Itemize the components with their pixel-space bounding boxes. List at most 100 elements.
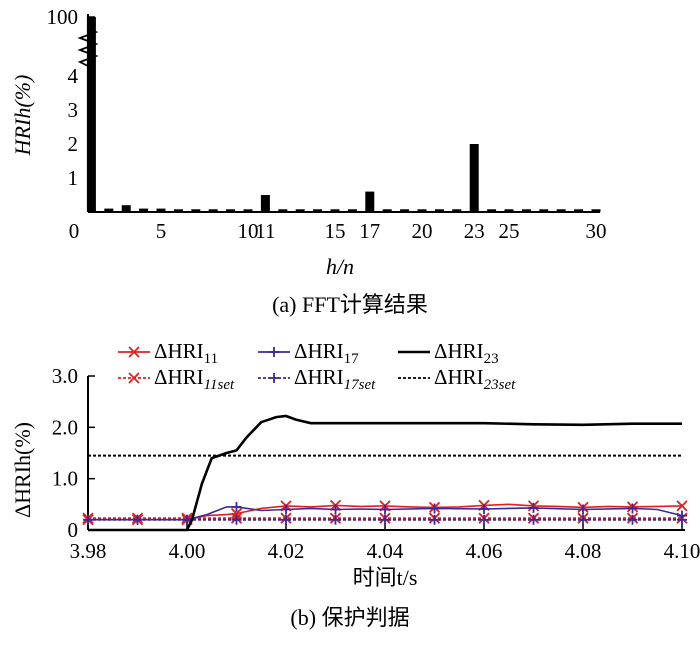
legend-item-23: ΔHRI23 [398, 339, 499, 367]
fft-y-tick-label: 4 [68, 64, 79, 88]
fft-x-tick-label: 30 [586, 219, 607, 243]
criterion-y-tick-label: 0 [68, 518, 79, 542]
series-marker-17set [281, 514, 291, 525]
fft-bar [382, 209, 392, 212]
fft-x-tick-label: 0 [69, 219, 80, 243]
fft-bar [487, 209, 497, 212]
series-marker-17 [627, 503, 638, 514]
fft-bar [121, 205, 131, 212]
fft-x-tick-label: 25 [499, 219, 520, 243]
fft-x-tick-label: 20 [412, 219, 433, 243]
legend-marker-17 [269, 347, 279, 357]
fft-bar [226, 209, 236, 212]
legend-label-23: ΔHRI23 [434, 339, 499, 367]
series-marker-17set [380, 514, 390, 525]
fft-y-axis-label: HRIh(%) [10, 75, 35, 157]
fft-bar [574, 209, 584, 212]
criterion-x-tick-label: 4.06 [466, 539, 503, 563]
fft-bar [278, 209, 288, 212]
fft-x-tick-label: 10 [238, 219, 259, 243]
legend-marker-11set [128, 372, 140, 384]
series-marker-17 [281, 504, 291, 515]
legend-marker-11 [128, 346, 140, 358]
legend-item-11set: ΔHRI11set [118, 365, 235, 393]
criterion-x-tick-label: 4.08 [565, 539, 602, 563]
series-marker-17set [132, 514, 143, 525]
fft-caption: (a) FFT计算结果 [272, 292, 428, 317]
fft-y-tick-label: 3 [68, 98, 79, 122]
series-marker-17set [429, 514, 440, 525]
criterion-x-tick-label: 4.04 [367, 539, 404, 563]
fft-bar [539, 209, 549, 212]
series-marker-17 [528, 502, 539, 513]
fft-bar [313, 209, 323, 212]
fft-bar [260, 195, 270, 212]
fft-bar [104, 208, 114, 212]
series-marker-17set [330, 514, 341, 525]
series-marker-17 [380, 504, 390, 515]
series-marker-17set [83, 514, 93, 525]
legend-item-17set: ΔHRI17set [258, 365, 376, 393]
fft-bar [417, 209, 427, 212]
criterion-x-tick-label: 3.98 [70, 539, 107, 563]
criterion-legend: ΔHRI11 ΔHRI17 ΔHRI23 ΔHRI11set ΔHRI17set ΔHRI… [118, 339, 516, 393]
fft-x-tick-label: 17 [359, 219, 380, 243]
series-marker-17 [231, 501, 242, 512]
fft-x-tick-label: 15 [325, 219, 346, 243]
legend-label-17: ΔHRI17 [294, 339, 359, 367]
fft-bar [86, 17, 96, 212]
fft-bar [400, 209, 410, 212]
criterion-x-axis-label: 时间t/s [353, 565, 418, 590]
fft-bar [295, 209, 305, 212]
legend-label-17set: ΔHRI17set [294, 365, 376, 393]
series-marker-17set [231, 514, 242, 525]
legend-label-11: ΔHRI11 [154, 339, 218, 367]
series-marker-17 [429, 503, 440, 514]
series-marker-11 [676, 500, 688, 512]
legend-label-11set: ΔHRI11set [154, 365, 235, 393]
series-line-23 [88, 414, 682, 532]
criterion-x-tick-label: 4.00 [169, 539, 206, 563]
series-marker-17set [479, 514, 489, 525]
fft-x-axis-label: h/n [326, 254, 354, 279]
fft-bar [469, 144, 479, 212]
series-marker-17set [182, 514, 192, 525]
fft-x-tick-label: 23 [464, 219, 485, 243]
fft-bar [504, 209, 514, 212]
legend-marker-17set [269, 373, 279, 383]
fft-bar [139, 208, 149, 212]
fft-x-tick-label: 5 [156, 219, 167, 243]
fft-bar [347, 209, 357, 212]
series-marker-17 [330, 504, 341, 515]
fft-y-tick-label: 1 [68, 166, 79, 190]
fft-bar [243, 209, 253, 212]
series-23 [88, 414, 682, 532]
series-marker-17set [677, 514, 687, 525]
series-marker-17set [578, 514, 588, 525]
fft-bar [434, 209, 444, 212]
fft-bar [452, 209, 462, 212]
series-17set [83, 514, 687, 525]
fft-bar [365, 191, 375, 212]
criterion-x-tick-label: 4.02 [268, 539, 305, 563]
legend-item-17: ΔHRI17 [258, 339, 359, 367]
series-marker-11 [230, 507, 243, 520]
fft-bar [521, 209, 531, 212]
fft-y-tick-label: 100 [47, 5, 79, 29]
criterion-y-tick-label: 1.0 [52, 467, 78, 491]
series-marker-17 [479, 503, 489, 514]
series-marker-17 [578, 504, 588, 515]
criterion-x-tick-label: 4.10 [664, 539, 700, 563]
criterion-y-axis-label: ΔHRIh(%) [10, 422, 35, 518]
fft-bar [173, 209, 183, 212]
fft-bar [591, 209, 601, 212]
criterion-y-tick-label: 2.0 [52, 415, 78, 439]
legend-item-11: ΔHRI11 [118, 339, 218, 367]
legend-label-23set: ΔHRI23set [434, 365, 516, 393]
series-marker-17set [627, 514, 638, 525]
fft-y-tick-label: 2 [68, 132, 79, 156]
fft-x-tick-label: 11 [255, 219, 275, 243]
fft-bar [191, 209, 201, 212]
